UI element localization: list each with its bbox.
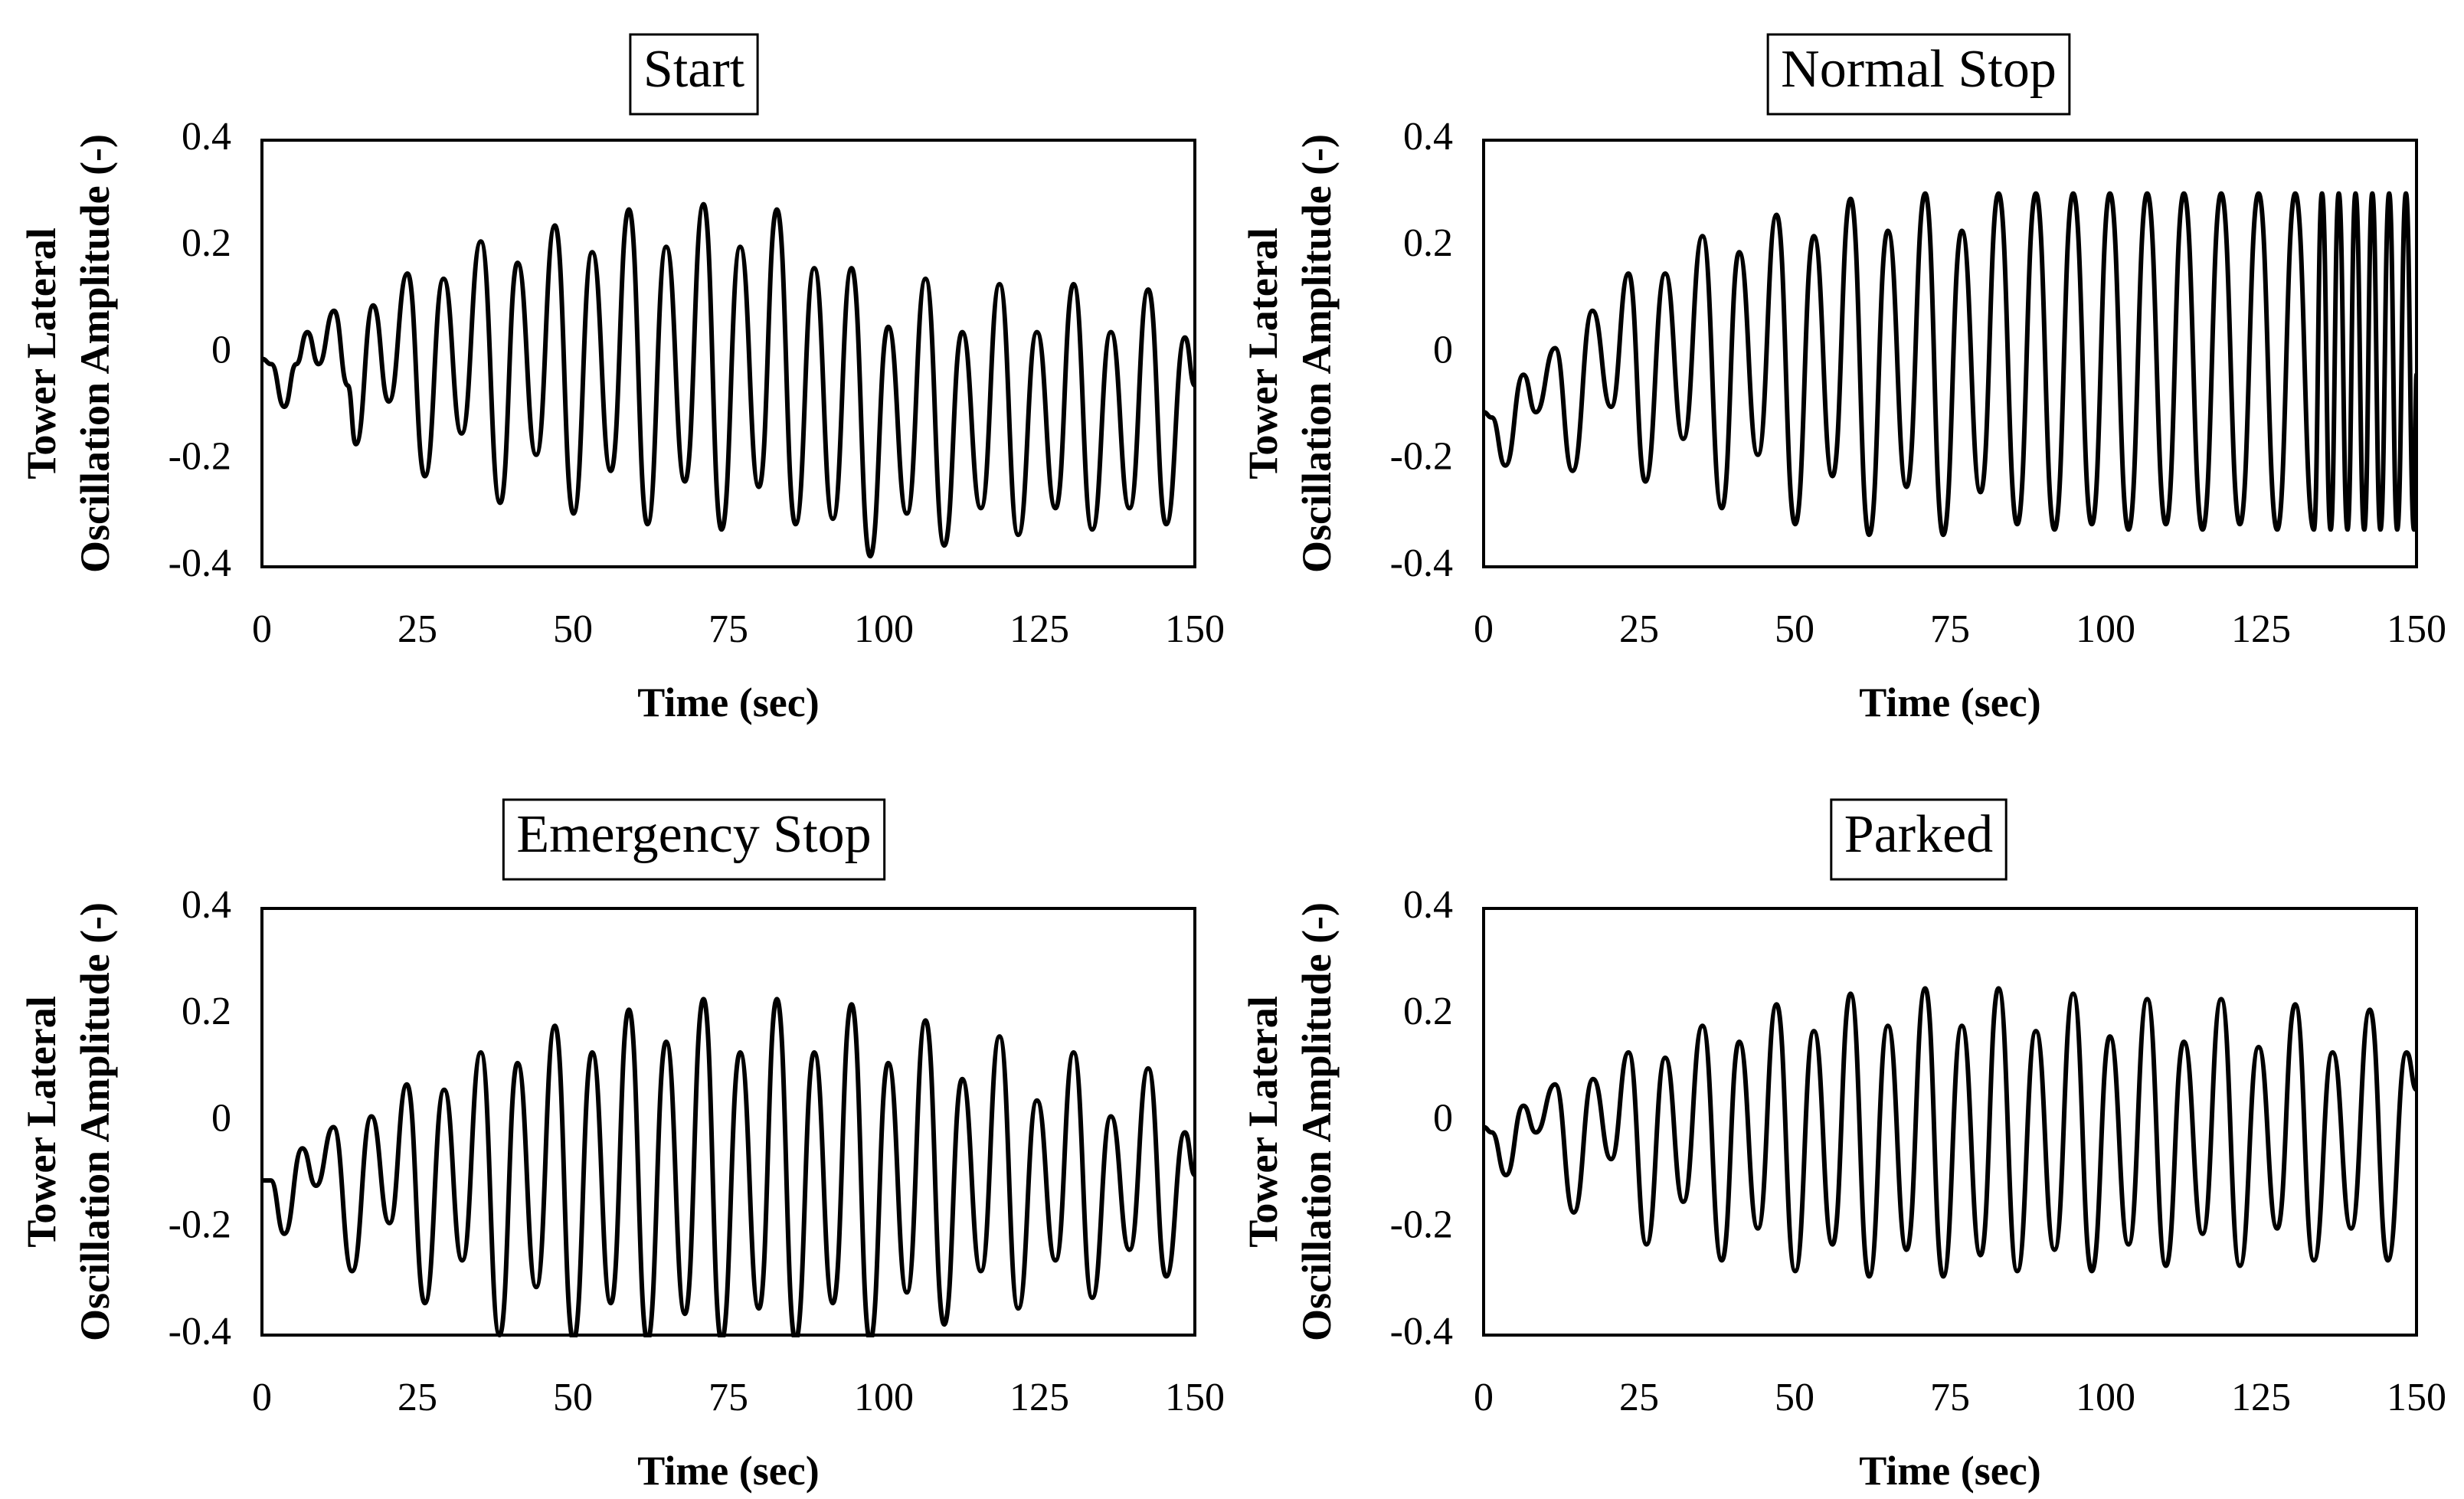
x-tick-label: 25: [1619, 607, 1659, 651]
y-tick-label: 0.4: [1403, 883, 1453, 927]
y-axis-title-line-2: Oscillation Amplitude (-): [72, 134, 118, 573]
chart-parked: Parked 0.4 0.2 0 -0.2 -0.4 0 25 50 75 100 125 150 Tim…: [1240, 798, 2446, 1494]
x-tick-label: 150: [2387, 1376, 2446, 1419]
x-tick-label: 100: [854, 1376, 914, 1419]
x-tick-label: 75: [1930, 607, 1970, 651]
y-axis-title: Tower Lateral Oscillation Amplitude (-): [1240, 902, 1340, 1341]
x-tick-label: 150: [1165, 607, 1225, 651]
x-tick-label: 75: [708, 607, 748, 651]
x-tick-label: 150: [2387, 607, 2446, 651]
y-tick-label: 0.4: [182, 115, 231, 159]
y-tick-label: 0: [1433, 1096, 1453, 1140]
y-tick-label: 0.2: [182, 221, 231, 265]
y-tick-label: -0.4: [1390, 542, 1453, 585]
plot-area: [1482, 139, 2418, 568]
x-tick-label: 25: [398, 1376, 437, 1419]
y-axis-title: Tower Lateral Oscillation Amplitude (-): [1240, 134, 1340, 573]
x-tick-label: 25: [398, 607, 437, 651]
y-tick-label: 0: [211, 1096, 231, 1140]
x-tick-label: 50: [1775, 607, 1814, 651]
y-axis-title-line-1: Tower Lateral: [18, 227, 64, 479]
y-tick-label: 0: [1433, 328, 1453, 371]
y-tick-label: 0: [211, 328, 231, 371]
y-tick-label: 0.2: [1403, 221, 1453, 265]
x-axis-title: Time (sec): [637, 1448, 819, 1494]
x-tick-label: 0: [252, 607, 272, 651]
y-axis-title: Tower Lateral Oscillation Amplitude (-): [18, 134, 118, 573]
y-tick-label: -0.2: [169, 435, 231, 479]
y-tick-label: -0.4: [1390, 1310, 1453, 1353]
x-tick-label: 100: [2076, 1376, 2135, 1419]
x-axis-title: Time (sec): [1859, 679, 2040, 725]
y-axis-title: Tower Lateral Oscillation Amplitude (-): [18, 902, 118, 1341]
y-tick-label: 0.4: [182, 883, 231, 927]
x-tick-label: 0: [252, 1376, 272, 1419]
x-axis-title: Time (sec): [637, 679, 819, 725]
x-tick-label: 75: [1930, 1376, 1970, 1419]
chart-title: Emergency Stop: [516, 805, 871, 864]
chart-normal-stop: Normal Stop 0.4 0.2 0 -0.2 -0.4 0 25 50 75 100 125 1…: [1240, 33, 2446, 725]
plot-area: [260, 907, 1196, 1337]
y-axis-title-line-2: Oscillation Amplitude (-): [72, 902, 118, 1341]
series-line: [262, 201, 1195, 559]
chart-title-box: [1830, 798, 2008, 881]
y-tick-label: -0.4: [169, 542, 231, 585]
x-tick-label: 100: [2076, 607, 2135, 651]
series-line: [1484, 986, 2417, 1279]
x-tick-label: 50: [553, 1376, 593, 1419]
y-tick-label: 0.2: [1403, 990, 1453, 1033]
y-axis-title-line-1: Tower Lateral: [1240, 227, 1286, 479]
x-tick-label: 0: [1474, 1376, 1494, 1419]
plot-area: [260, 139, 1196, 568]
chart-emergency-stop: Emergency Stop 0.4 0.2 0 -0.2 -0.4 0 25 50 75 100 1…: [18, 798, 1225, 1494]
y-tick-label: -0.4: [169, 1310, 231, 1353]
y-tick-label: -0.2: [1390, 1203, 1453, 1247]
x-tick-label: 25: [1619, 1376, 1659, 1419]
y-axis-title-line-1: Tower Lateral: [18, 996, 64, 1247]
y-tick-label: 0.4: [1403, 115, 1453, 159]
x-tick-label: 125: [2231, 607, 2291, 651]
y-tick-label: -0.2: [169, 1203, 231, 1247]
y-tick-label: 0.2: [182, 990, 231, 1033]
x-tick-label: 75: [708, 1376, 748, 1419]
x-tick-label: 0: [1474, 607, 1494, 651]
y-axis-title-line-2: Oscillation Amplitude (-): [1294, 902, 1340, 1341]
chart-title-box: [1766, 33, 2071, 116]
x-tick-label: 150: [1165, 1376, 1225, 1419]
y-axis-title-line-1: Tower Lateral: [1240, 996, 1286, 1247]
chart-title-box: [502, 798, 886, 881]
y-axis-title-line-2: Oscillation Amplitude (-): [1294, 134, 1340, 573]
series-line: [262, 997, 1195, 1337]
chart-title: Start: [643, 40, 745, 99]
chart-title: Normal Stop: [1781, 40, 2057, 99]
x-tick-label: 125: [1009, 1376, 1069, 1419]
x-tick-label: 50: [1775, 1376, 1814, 1419]
x-tick-label: 125: [1009, 607, 1069, 651]
x-axis-title: Time (sec): [1859, 1448, 2040, 1494]
x-tick-label: 50: [553, 607, 593, 651]
x-tick-label: 125: [2231, 1376, 2291, 1419]
x-tick-label: 100: [854, 607, 914, 651]
plot-area: [1482, 907, 2418, 1337]
y-tick-label: -0.2: [1390, 435, 1453, 479]
series-line: [1484, 191, 2417, 538]
chart-title: Parked: [1844, 805, 1993, 864]
chart-title-box: [629, 33, 759, 116]
chart-start: Start 0.4 0.2 0 -0.2 -0.4 0 25 50 75 100 125 150 Time…: [18, 33, 1225, 725]
